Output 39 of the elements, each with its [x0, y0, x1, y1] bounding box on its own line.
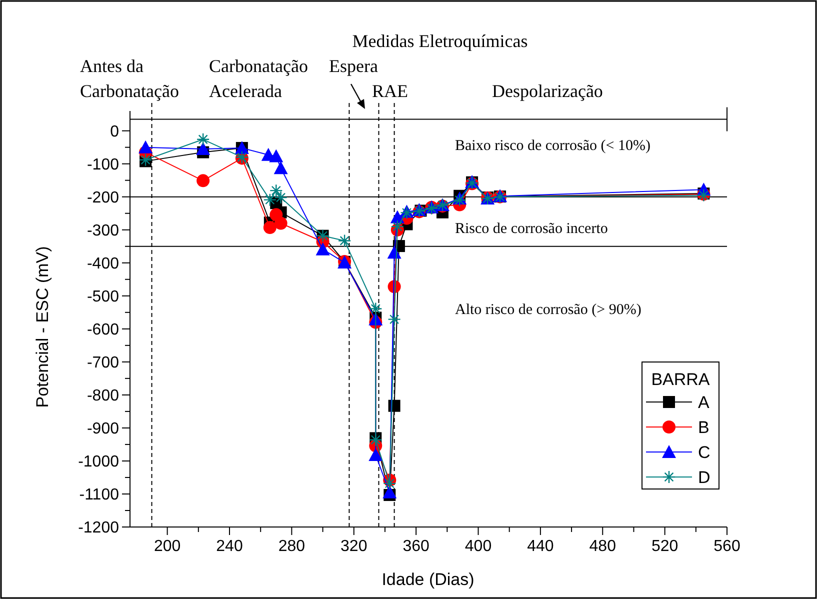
x-tick-label: 480 — [589, 538, 616, 555]
y-axis-title: Potencial - ESC (mV) — [33, 246, 52, 408]
text: RAE — [372, 81, 408, 101]
x-tick-label: 560 — [714, 538, 740, 555]
y-tick-label: 0 — [110, 123, 120, 140]
text: Espera — [329, 56, 378, 76]
x-tick-label: 200 — [154, 538, 181, 555]
x-tick-label: 400 — [464, 538, 492, 555]
legend-label: C — [698, 442, 710, 462]
y-tick-label: -1200 — [78, 520, 120, 537]
x-tick-label: 280 — [278, 538, 306, 555]
text: Antes da Carbonatação — [80, 56, 179, 101]
y-tick-label: -700 — [86, 354, 120, 372]
y-tick-label: -1100 — [79, 486, 120, 504]
annotation: Baixo risco de corrosão (< 10%) — [455, 138, 650, 154]
y-tick-label: -300 — [86, 222, 120, 240]
y-tick-label: -900 — [86, 420, 120, 438]
y-tick-label: -1000 — [78, 454, 120, 471]
x-tick-label: 320 — [340, 538, 368, 555]
y-tick-label: -400 — [86, 255, 120, 272]
legend-label: D — [698, 468, 710, 487]
chart-title: Medidas Eletroquímicas — [352, 31, 528, 51]
legend-label: B — [698, 418, 710, 437]
x-tick-label: 360 — [402, 538, 430, 555]
x-axis-title: Idade (Dias) — [382, 570, 474, 589]
x-tick-label: 520 — [651, 538, 678, 555]
x-tick-label: 440 — [527, 538, 554, 555]
legend-label: A — [698, 392, 710, 412]
y-tick-label: -800 — [86, 388, 120, 405]
x-tick-label: 240 — [216, 538, 243, 555]
y-tick-label: -200 — [86, 189, 120, 206]
text: Carbonatação Acelerada — [209, 56, 308, 101]
annotation: Risco de corrosão incerto — [455, 221, 608, 237]
text: Despolarização — [492, 81, 603, 101]
y-tick-label: -600 — [86, 322, 120, 339]
y-tick-label: -500 — [86, 288, 120, 306]
annotation: Alto risco de corrosão (> 90%) — [455, 302, 642, 318]
legend-title: BARRA — [651, 370, 710, 389]
y-tick-label: -100 — [86, 156, 120, 174]
